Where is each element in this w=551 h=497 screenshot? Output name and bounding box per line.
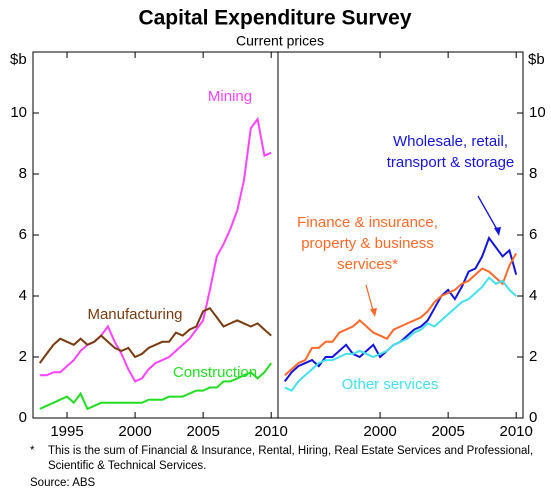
y-tick-label: 2	[19, 348, 27, 365]
footnote: This is the sum of Financial & Insurance…	[48, 445, 534, 472]
y-tick-label: 8	[529, 165, 537, 182]
x-tick-label: 2010	[255, 423, 288, 440]
y-tick-label: 8	[19, 165, 27, 182]
y-axis-label: $b	[10, 51, 27, 68]
arrow-head	[494, 227, 501, 236]
series-label: Wholesale, retail, transport & storage	[386, 133, 515, 171]
arrow-head	[370, 308, 377, 317]
y-tick-label: 10	[10, 104, 27, 121]
series-label: Mining	[207, 88, 253, 105]
series-line	[38, 306, 272, 364]
x-tick-label: 1995	[50, 423, 83, 440]
x-tick-label: 2005	[186, 423, 219, 440]
y-axis-label: $b	[528, 51, 545, 68]
series-line	[284, 276, 517, 392]
x-tick-label: 2005	[431, 423, 464, 440]
series-label: Other services	[341, 376, 439, 393]
x-tick-label: 2000	[118, 423, 151, 440]
footnote-marker: *	[30, 445, 35, 457]
series-line	[284, 252, 518, 377]
series-line	[39, 362, 273, 411]
x-tick-label: 2010	[500, 423, 533, 440]
y-tick-label: 4	[529, 287, 537, 304]
y-tick-label: 4	[19, 287, 27, 304]
x-tick-label: 2000	[363, 423, 396, 440]
series-label: Construction	[172, 364, 258, 381]
chart-title: Capital Expenditure Survey	[138, 7, 411, 30]
y-tick-label: 2	[529, 348, 537, 365]
chart-subtitle: Current prices	[236, 33, 324, 49]
series-label: Manufacturing	[87, 306, 183, 323]
y-tick-label: 10	[529, 104, 546, 121]
y-tick-label: 6	[19, 226, 27, 243]
source: Source: ABS	[30, 477, 96, 489]
arrow	[477, 195, 500, 234]
series-line	[39, 116, 272, 383]
y-tick-label: 0	[19, 409, 27, 426]
y-tick-label: 0	[529, 409, 537, 426]
series-label: Finance & insurance, property & business…	[297, 214, 438, 273]
y-tick-label: 6	[529, 226, 537, 243]
